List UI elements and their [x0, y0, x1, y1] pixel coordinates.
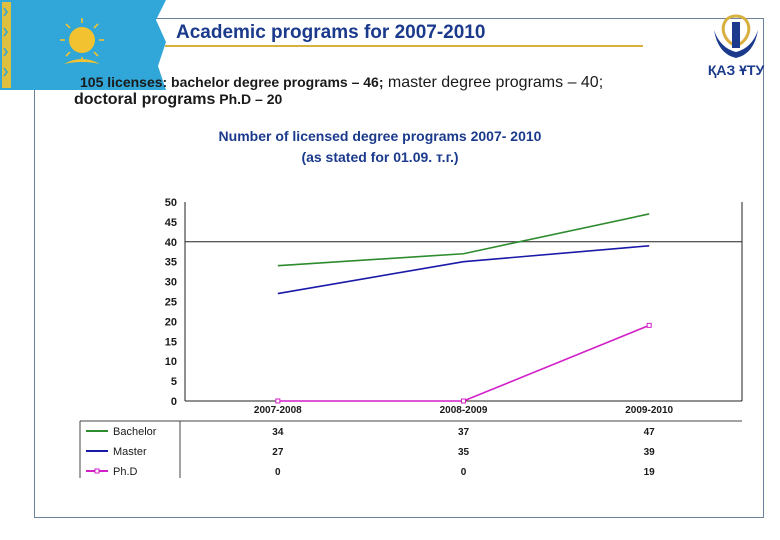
data-point: [275, 398, 281, 404]
x-tick-label: 2009-2010: [625, 405, 673, 416]
summary-licenses: 105 licenses: bachelor degree programs –…: [80, 74, 384, 90]
logo-text: ҚАЗ ҰТУ: [708, 62, 765, 78]
x-tick-label: 2008-2009: [440, 405, 488, 416]
data-table: Bachelor 34 37 47 Master 27 35 39 Ph.D 0 0 19: [79, 420, 742, 478]
legend-marker: [94, 468, 100, 474]
series-lines: [275, 213, 652, 404]
category-labels: 2007-2008 2008-2009 2009-2010: [254, 405, 674, 416]
table-cell: 0: [275, 467, 281, 478]
y-tick-label: 20: [165, 316, 177, 328]
university-logo: ҚАЗ ҰТУ: [708, 14, 765, 78]
legend-label: Ph.D: [113, 466, 138, 478]
table-cell: 39: [644, 447, 656, 458]
chart-axes: [184, 202, 743, 402]
series-line-bachelor: [277, 213, 650, 267]
y-tick-label: 35: [165, 257, 177, 269]
y-tick-label: 10: [165, 356, 177, 368]
chart-subtitle: (as stated for 01.09. т.г.): [301, 149, 459, 165]
table-cell: 37: [458, 427, 470, 438]
kazakhstan-flag-icon: [0, 0, 166, 90]
table-cell: 19: [644, 467, 656, 478]
table-cell: 27: [272, 447, 284, 458]
data-point: [646, 322, 652, 328]
summary-master: master degree programs – 40;: [383, 74, 604, 91]
series-line-ph-d: [277, 324, 650, 402]
series-line-master: [277, 244, 650, 295]
chart-title-block: Number of licensed degree programs 2007-…: [160, 126, 600, 168]
summary-phd: Ph.D – 20: [215, 91, 283, 107]
y-tick-label: 30: [165, 277, 177, 289]
x-tick-label: 2007-2008: [254, 405, 302, 416]
y-tick-label: 15: [165, 336, 177, 348]
page-title: Academic programs for 2007-2010: [176, 22, 486, 43]
legend-label: Bachelor: [113, 426, 157, 438]
y-tick-label: 25: [165, 297, 177, 309]
summary-line-2: doctoral programs Ph.D – 20: [74, 91, 282, 109]
table-cell: 34: [272, 427, 284, 438]
y-tick-label: 5: [171, 376, 177, 388]
y-axis-ticks: 0 5 10 15 20 25 30 35 40 45 50: [165, 197, 177, 408]
summary-line-1: 105 licenses: bachelor degree programs –…: [80, 74, 603, 92]
title-underline: [165, 45, 643, 47]
summary-doctoral: doctoral programs: [74, 91, 216, 108]
data-point: [461, 398, 466, 404]
y-tick-label: 40: [165, 237, 177, 249]
table-cell: 47: [644, 427, 656, 438]
chart-title: Number of licensed degree programs 2007-…: [218, 128, 542, 144]
y-tick-label: 45: [165, 217, 177, 229]
table-cell: 35: [458, 447, 470, 458]
table-cell: 0: [461, 467, 467, 478]
legend-label: Master: [113, 446, 147, 458]
y-tick-label: 0: [171, 396, 177, 408]
header-line: [165, 18, 697, 19]
y-tick-label: 50: [165, 197, 177, 209]
